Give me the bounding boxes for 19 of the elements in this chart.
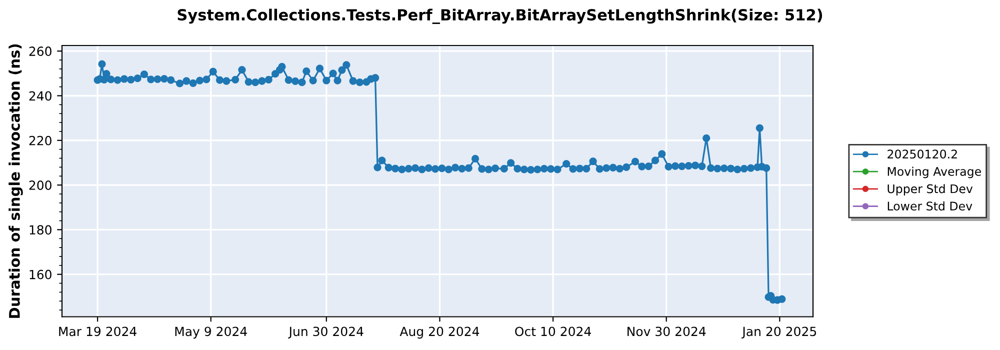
x-tick-label: Jan 20 2025 (742, 326, 816, 338)
y-tick-label: 220 (29, 136, 52, 146)
x-tick-label: Mar 19 2024 (59, 326, 136, 336)
x-tick-label: Aug 20 2024 (400, 326, 480, 339)
legend-label: Lower Std Dev (888, 201, 972, 211)
y-tick-label: 200 (29, 180, 52, 190)
x-tick-label: Nov 30 2024 (628, 326, 706, 336)
x-tick-label: Oct 10 2024 (515, 326, 591, 336)
y-tick-label: 160 (30, 270, 52, 280)
x-tick-label: May 9 2024 (175, 326, 247, 339)
y-tick-label: 240 (29, 91, 52, 101)
y-axis-title: Duration of single invocation (ns) (8, 44, 23, 318)
y-tick-label: 180 (30, 225, 52, 235)
legend-label: Moving Average (888, 166, 981, 178)
legend-label: Upper Std Dev (888, 184, 973, 196)
y-tick-label: 260 (29, 46, 52, 56)
x-tick-label: Jun 30 2024 (288, 326, 364, 338)
legend-label: 20250120.2 (888, 150, 957, 159)
chart-title: System.Collections.Tests.Perf_BitArray.BitArraySetLengthShrink(Size: 512) (178, 8, 822, 24)
